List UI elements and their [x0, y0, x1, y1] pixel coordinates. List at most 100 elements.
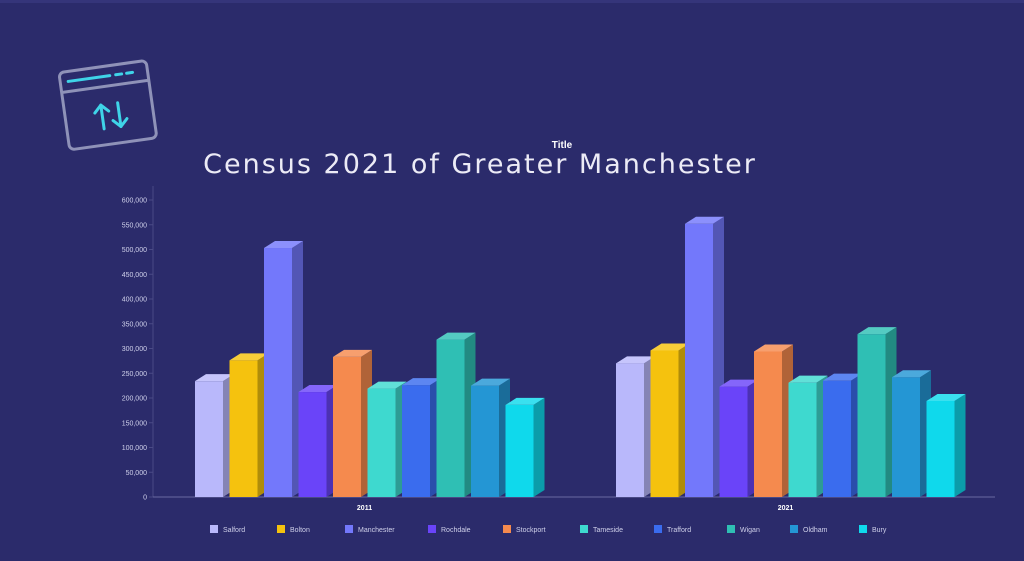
chart-subtitle: Census 2021 of Greater Manchester — [203, 149, 757, 180]
legend-item-oldham: Oldham — [790, 525, 828, 534]
bar-top — [333, 349, 372, 357]
legend-item-rochdale: Rochdale — [428, 525, 471, 534]
chart-axes: 0 50,000 100,000 150,000 200,000 250,000 300,0… — [122, 186, 995, 512]
chart-legend: Salford Bolton Manchester Rochdale Stockport… — [210, 525, 887, 534]
bar-front — [436, 339, 465, 497]
bar-front — [754, 351, 782, 497]
bar-side — [954, 393, 966, 497]
bar-front — [402, 385, 430, 497]
legend-item-manchester: Manchester — [345, 525, 395, 534]
y-tick-label: 300,000 — [122, 346, 147, 353]
bar-top — [367, 381, 407, 389]
bar-top — [402, 378, 441, 386]
bar-top — [505, 397, 545, 405]
bar-stockport-2021 — [754, 344, 793, 497]
legend-label: Tameside — [593, 527, 623, 534]
bar-top — [719, 379, 759, 387]
bar-trafford-2011 — [402, 378, 441, 497]
bar-front — [264, 248, 292, 497]
legend-item-stockport: Stockport — [503, 525, 546, 534]
legend-label: Manchester — [358, 527, 395, 534]
y-tick-label: 150,000 — [122, 420, 147, 427]
bar-front — [823, 380, 851, 497]
legend-swatch — [277, 525, 285, 533]
bar-top — [857, 327, 897, 335]
chart-bars — [195, 216, 966, 497]
bar-tameside-2021 — [788, 375, 828, 497]
legend-label: Rochdale — [441, 527, 471, 534]
bar-tameside-2011 — [367, 381, 407, 497]
legend-swatch — [210, 525, 218, 533]
legend-item-bolton: Bolton — [277, 525, 310, 534]
bar-wigan-2021 — [857, 327, 897, 497]
bar-front — [471, 385, 499, 497]
legend-item-tameside: Tameside — [580, 525, 623, 534]
bar-top — [788, 375, 828, 383]
bar-top — [754, 344, 793, 352]
bar-top — [650, 343, 690, 351]
chart-title: Title — [551, 140, 573, 151]
bar-top — [616, 356, 655, 364]
bar-top — [436, 332, 476, 340]
bar-rochdale-2011 — [298, 385, 338, 497]
bar-top — [298, 385, 338, 393]
bar-top — [229, 353, 269, 361]
bar-bury-2011 — [505, 397, 545, 497]
legend-swatch — [790, 525, 798, 533]
y-tick-label: 600,000 — [122, 198, 147, 205]
bar-front — [367, 388, 396, 497]
legend-label: Oldham — [803, 527, 828, 534]
legend-label: Stockport — [516, 527, 546, 534]
y-tick-label: 450,000 — [122, 272, 147, 279]
legend-item-salford: Salford — [210, 525, 245, 534]
y-tick-label: 500,000 — [122, 247, 147, 254]
bar-trafford-2021 — [823, 373, 862, 497]
bar-top — [264, 241, 303, 249]
bar-front — [719, 386, 748, 497]
legend-item-trafford: Trafford — [654, 525, 691, 534]
legend-swatch — [345, 525, 353, 533]
bar-oldham-2011 — [471, 378, 510, 497]
y-tick-label: 400,000 — [122, 297, 147, 304]
y-tick-label: 200,000 — [122, 396, 147, 403]
x-category-label: 2011 — [357, 505, 372, 512]
bar-top — [471, 378, 510, 386]
legend-label: Salford — [223, 527, 245, 534]
bar-front — [685, 223, 713, 497]
bar-front — [857, 334, 886, 497]
y-tick-label: 50,000 — [126, 470, 148, 477]
y-tick-label: 550,000 — [122, 222, 147, 229]
bar-manchester-2021 — [685, 216, 724, 497]
legend-swatch — [727, 525, 735, 533]
x-category-label: 2021 — [778, 505, 794, 512]
bar-front — [788, 382, 817, 497]
top-strip — [0, 0, 1024, 3]
bar-salford-2011 — [195, 374, 234, 497]
legend-swatch — [580, 525, 588, 533]
bar-top — [195, 374, 234, 382]
bar-front — [892, 377, 920, 497]
bar-bury-2021 — [926, 393, 966, 497]
legend-label: Trafford — [667, 527, 691, 534]
bar-front — [195, 381, 223, 497]
upload-download-window-icon — [58, 59, 158, 151]
y-tick-label: 250,000 — [122, 371, 147, 378]
bar-top — [823, 373, 862, 381]
legend-label: Bury — [872, 527, 887, 534]
bar-front — [505, 404, 534, 497]
legend-swatch — [503, 525, 511, 533]
bar-top — [892, 370, 931, 378]
legend-item-wigan: Wigan — [727, 525, 760, 534]
legend-swatch — [654, 525, 662, 533]
bar-front — [616, 363, 644, 497]
y-tick-label: 350,000 — [122, 321, 147, 328]
bar-front — [229, 360, 258, 497]
bar-manchester-2011 — [264, 241, 303, 497]
legend-label: Wigan — [740, 527, 760, 534]
bar-oldham-2021 — [892, 370, 931, 497]
bar-front — [333, 356, 361, 497]
bar-side — [533, 397, 545, 497]
bar-top — [685, 216, 724, 224]
bar-bolton-2021 — [650, 343, 690, 497]
legend-swatch — [859, 525, 867, 533]
